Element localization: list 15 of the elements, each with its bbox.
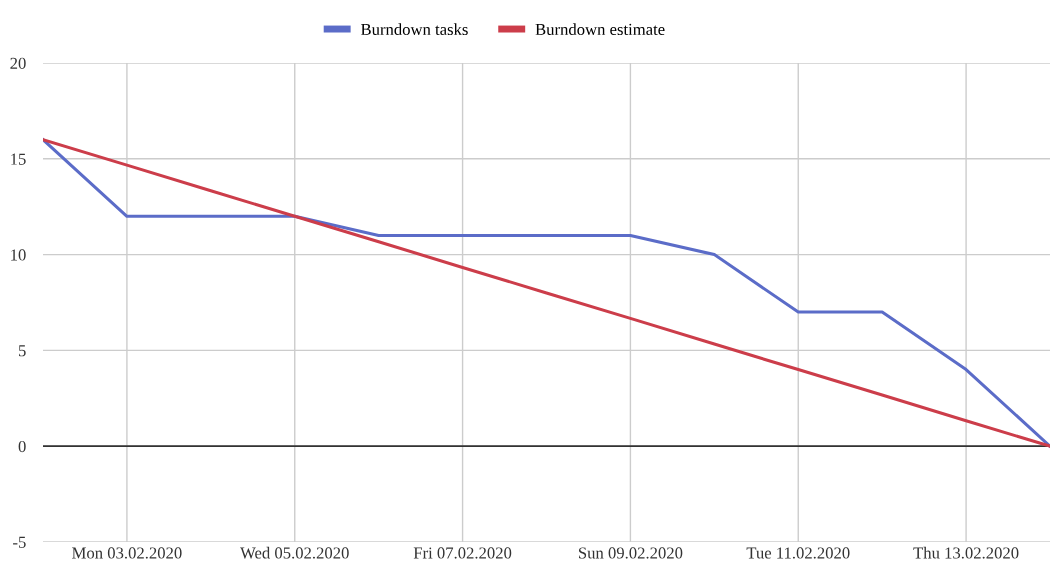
x-tick-label: Mon 03.02.2020: [72, 547, 182, 559]
legend-label: Burndown estimate: [535, 23, 665, 36]
y-tick-label: 0: [18, 440, 26, 453]
x-tick-label: Fri 07.02.2020: [413, 547, 512, 559]
y-tick-label: -5: [13, 536, 26, 548]
legend-label: Burndown tasks: [360, 23, 468, 36]
y-tick-label: 15: [11, 153, 26, 165]
x-tick-label: Wed 05.02.2020: [240, 546, 349, 559]
y-tick-label: 5: [18, 345, 26, 357]
x-tick-label: Sun 09.02.2020: [578, 547, 683, 559]
x-tick-label: Thu 13.02.2020: [913, 546, 1019, 559]
y-tick-label: 10: [11, 249, 26, 261]
y-tick-label: 20: [10, 57, 26, 69]
line-series: [43, 138, 1050, 448]
x-tick-label: Tue 11.02.2020: [746, 547, 850, 559]
